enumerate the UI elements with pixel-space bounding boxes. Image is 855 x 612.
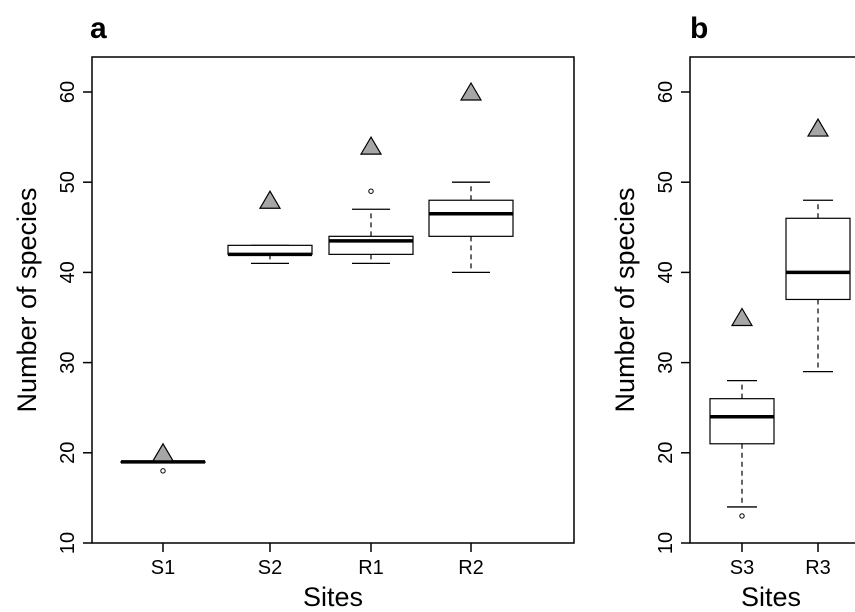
x-tick-label-s2: S2: [258, 557, 282, 579]
panel-b-y-axis-title: Number of species: [610, 187, 640, 412]
box-iqr: [328, 235, 414, 255]
panel-b: b 10 20 30 40 50 60 S3 R3 Number of species Si…: [610, 12, 855, 612]
y-tick-label-30: 30: [655, 351, 677, 373]
triangle-marker-r3: [806, 117, 830, 137]
box-s2: [227, 244, 313, 265]
panel-b-plot-frame: [689, 56, 855, 544]
y-tick-label-40: 40: [57, 261, 79, 283]
panel-a: a 10 20 30 40 50 60 S1 S2 R1 R2 Number of specie…: [12, 12, 575, 612]
x-tick-label-s1: S1: [151, 557, 175, 579]
y-tick-label-50: 50: [57, 171, 79, 193]
y-tick-label-60: 60: [655, 81, 677, 103]
outlier-point: [368, 188, 374, 194]
box-iqr: [428, 199, 514, 237]
box-s3: [709, 379, 775, 519]
box-iqr: [785, 217, 851, 301]
box-r3: [785, 199, 851, 373]
panel-a-plot-frame: [91, 56, 575, 544]
y-tick-label-10: 10: [655, 532, 677, 554]
triangle-marker-r1: [359, 135, 383, 155]
panel-a-letter: a: [90, 12, 107, 45]
x-tick-label-s3: S3: [730, 557, 754, 579]
panel-a-marks: [120, 81, 514, 474]
outlier-point: [739, 513, 745, 519]
panel-b-letter: b: [690, 12, 708, 45]
triangle-marker-s2: [258, 190, 282, 209]
outlier-point: [160, 468, 166, 474]
box-r1: [328, 188, 414, 265]
panel-b-x-axis-title: Sites: [741, 582, 801, 612]
panel-a-y-axis-title: Number of species: [12, 187, 42, 412]
panel-a-x-axis-title: Sites: [303, 582, 363, 612]
x-tick-label-r3: R3: [805, 557, 831, 579]
y-tick-label-60: 60: [57, 81, 79, 103]
x-tick-label-r1: R1: [358, 557, 384, 579]
y-tick-label-20: 20: [655, 442, 677, 464]
y-tick-label-30: 30: [57, 351, 79, 373]
panel-a-y-axis: 10 20 30 40 50 60: [57, 81, 92, 554]
panel-a-x-axis: S1 S2 R1 R2: [151, 543, 484, 579]
y-tick-label-40: 40: [655, 261, 677, 283]
panel-b-x-axis: S3 R3: [730, 543, 831, 579]
triangle-marker-s3: [730, 307, 754, 327]
box-r2: [428, 181, 514, 274]
box-iqr: [709, 398, 775, 445]
panel-b-y-axis: 10 20 30 40 50 60: [655, 81, 690, 554]
box-s1: [120, 460, 206, 474]
y-tick-label-50: 50: [655, 171, 677, 193]
y-tick-label-10: 10: [57, 532, 79, 554]
y-tick-label-20: 20: [57, 442, 79, 464]
triangle-marker-s1: [151, 442, 175, 462]
triangle-marker-r2: [459, 81, 483, 101]
panel-b-marks: [709, 117, 851, 519]
x-tick-label-r2: R2: [458, 557, 484, 579]
